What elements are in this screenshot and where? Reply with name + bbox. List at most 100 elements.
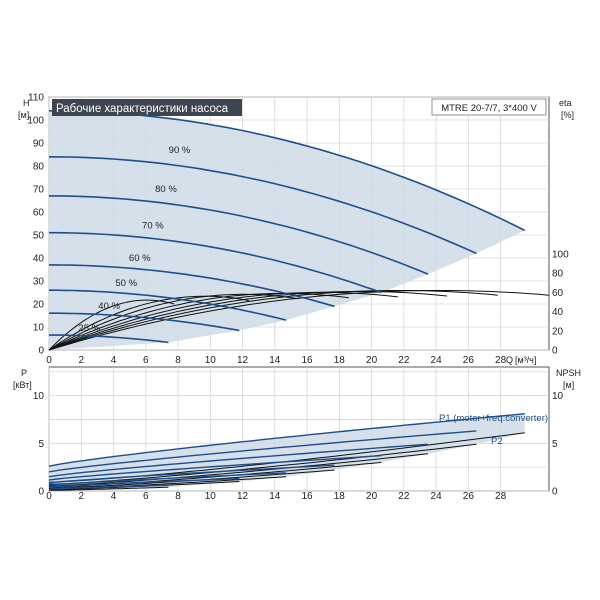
- q-tick-label-bottom: 10: [205, 491, 217, 502]
- p2-curve: [48, 453, 429, 487]
- q-tick-label: 0: [46, 355, 52, 366]
- q-tick-label-bottom: 18: [334, 491, 346, 502]
- q-tick-label-bottom: 26: [463, 491, 475, 502]
- q-tick-label: 20: [366, 355, 378, 366]
- head-curve: [49, 334, 169, 344]
- x-axis-unit-q: [м³/ч]: [515, 355, 536, 365]
- h-tick-label: 100: [27, 116, 44, 127]
- head-curve-label: 60 %: [129, 253, 151, 264]
- head-curve: [48, 156, 477, 255]
- q-tick-label: 10: [205, 355, 217, 366]
- efficiency-curve: [48, 293, 299, 351]
- h-tick-label: 50: [33, 231, 45, 242]
- q-tick-label-bottom: 28: [495, 491, 507, 502]
- eta-tick-label: 100: [552, 250, 569, 261]
- title-box: [52, 99, 242, 116]
- q-tick-label: 12: [237, 355, 249, 366]
- head-curve-label: 25 %: [78, 323, 100, 334]
- head-curve-label: 40 %: [98, 301, 120, 312]
- q-tick-label: 18: [334, 355, 346, 366]
- head-curve-label: 90 %: [169, 145, 191, 156]
- h-tick-label: 20: [33, 300, 45, 311]
- p1-curve: [48, 472, 287, 486]
- q-tick-label: 24: [431, 355, 443, 366]
- head-curve: [49, 231, 382, 294]
- eta-tick-label: 40: [552, 307, 564, 318]
- head-curve: [49, 264, 335, 308]
- power-band-area: [49, 413, 525, 491]
- q-tick-label: 4: [111, 355, 117, 366]
- efficiency-curve: [48, 290, 549, 351]
- npsh-tick-label: 0: [552, 487, 558, 498]
- efficiency-curve: [48, 291, 398, 351]
- q-tick-label-bottom: 0: [46, 491, 52, 502]
- h-tick-label: 80: [33, 162, 45, 173]
- q-tick-label-bottom: 6: [143, 491, 149, 502]
- p-tick-label: 10: [33, 391, 45, 402]
- eta-tick-label: 20: [552, 326, 564, 337]
- npsh-tick-label: 5: [552, 439, 558, 450]
- model-label: MTRE 20-7/7, 3*400 V: [441, 103, 537, 114]
- head-curve-label: 80 %: [155, 184, 177, 195]
- eta-tick-label: 80: [552, 269, 564, 280]
- y-axis-label-p: P: [21, 368, 27, 378]
- y-axis-unit-eta: [%]: [561, 110, 574, 120]
- y-axis-label-eta: eta: [559, 98, 572, 108]
- q-tick-label-bottom: 2: [78, 491, 84, 502]
- q-tick-label-bottom: 22: [398, 491, 410, 502]
- h-tick-label: 110: [28, 93, 44, 104]
- h-tick-label: 60: [33, 208, 45, 219]
- p1-curve: [48, 477, 240, 488]
- y-axis-unit-p: [кВт]: [13, 380, 32, 390]
- p2-curve: [49, 486, 169, 491]
- x-axis-label-q: Q: [506, 355, 513, 365]
- h-tick-label: 30: [33, 277, 45, 288]
- q-tick-label-bottom: 14: [269, 491, 281, 502]
- h-tick-label: 0: [38, 346, 44, 357]
- efficiency-curve: [48, 295, 249, 351]
- p1-curve: [48, 413, 525, 467]
- y-axis-unit-h: [м]: [18, 110, 29, 120]
- head-curve: [49, 312, 240, 332]
- q-tick-label-bottom: 20: [366, 491, 378, 502]
- p1-curve: [48, 455, 382, 481]
- p-tick-label: 5: [38, 439, 44, 450]
- q-tick-label: 8: [175, 355, 181, 366]
- model-box: [431, 98, 547, 116]
- head-curve-label: 50 %: [115, 278, 137, 289]
- head-curve: [49, 289, 287, 321]
- chart-title: Рабочие характеристики насоса: [56, 103, 229, 115]
- q-tick-label: 26: [463, 355, 475, 366]
- eta-tick-label: 60: [552, 288, 564, 299]
- npsh-tick-label: 10: [552, 391, 564, 402]
- efficiency-curve: [48, 299, 175, 351]
- efficiency-curve: [48, 292, 349, 351]
- h-tick-label: 70: [33, 185, 45, 196]
- q-tick-label-bottom: 12: [237, 491, 249, 502]
- h-tick-label: 10: [33, 323, 45, 334]
- y-axis-unit-npsh: [м]: [563, 380, 574, 390]
- p2-label: P2: [491, 436, 503, 447]
- p1-curve: [48, 484, 169, 490]
- q-tick-label-bottom: 8: [175, 491, 181, 502]
- q-tick-label-bottom: 16: [302, 491, 314, 502]
- p1-curve: [48, 464, 335, 484]
- p1-curve: [48, 443, 429, 478]
- eta-tick-label: 0: [552, 346, 558, 357]
- head-curve: [49, 195, 429, 275]
- y-axis-label-h: H: [23, 98, 30, 108]
- p2-curve: [48, 443, 477, 485]
- h-tick-label: 90: [33, 139, 45, 150]
- q-tick-label-bottom: 24: [431, 491, 443, 502]
- p1-label: P1 (motor+freq.converter): [439, 413, 548, 424]
- h-tick-label: 40: [33, 254, 45, 265]
- q-tick-label-bottom: 4: [111, 491, 117, 502]
- y-axis-label-npsh: NPSH: [556, 368, 581, 378]
- q-tick-label: 16: [302, 355, 314, 366]
- p1-curve: [48, 430, 477, 473]
- operating-area: [49, 110, 525, 350]
- q-tick-label: 2: [78, 355, 84, 366]
- q-tick-label: 22: [398, 355, 410, 366]
- efficiency-curve: [48, 290, 498, 351]
